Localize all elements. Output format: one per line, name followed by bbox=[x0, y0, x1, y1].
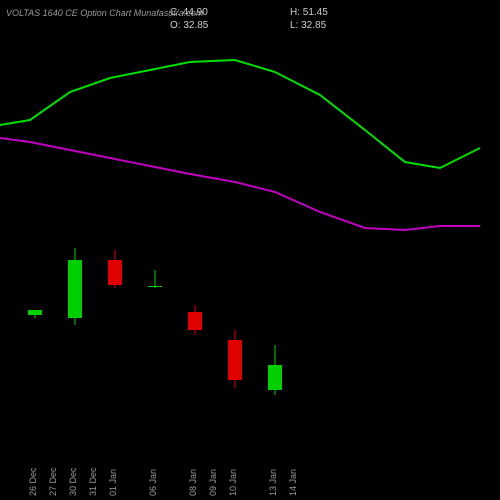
candle bbox=[268, 345, 282, 395]
x-axis-label: 09 Jan bbox=[208, 469, 218, 496]
ohlc-close-open: C: 44.90 O: 32.85 bbox=[170, 6, 208, 32]
x-axis-label: 13 Jan bbox=[268, 469, 278, 496]
candle bbox=[228, 330, 242, 388]
candle bbox=[108, 250, 122, 288]
ohlc-high-low: H: 51.45 L: 32.85 bbox=[290, 6, 328, 32]
candle bbox=[28, 310, 42, 318]
high-value: H: 51.45 bbox=[290, 6, 328, 19]
line-upper bbox=[0, 60, 480, 168]
close-value: C: 44.90 bbox=[170, 6, 208, 19]
candle bbox=[148, 270, 162, 288]
line-lower bbox=[0, 138, 480, 230]
x-axis-label: 31 Dec bbox=[88, 467, 98, 496]
candle bbox=[188, 305, 202, 335]
chart-svg bbox=[0, 30, 490, 460]
x-axis-label: 06 Jan bbox=[148, 469, 158, 496]
x-axis-label: 26 Dec bbox=[28, 467, 38, 496]
chart-area bbox=[0, 30, 490, 460]
candle bbox=[68, 248, 82, 325]
x-axis-label: 10 Jan bbox=[228, 469, 238, 496]
x-axis-label: 27 Dec bbox=[48, 467, 58, 496]
x-axis-labels: 26 Dec 27 Dec 30 Dec 31 Dec 01 Jan 06 Jan 08 J… bbox=[0, 460, 500, 500]
x-axis-label: 01 Jan bbox=[108, 469, 118, 496]
x-axis-label: 14 Jan bbox=[288, 469, 298, 496]
x-axis-label: 30 Dec bbox=[68, 467, 78, 496]
x-axis-label: 08 Jan bbox=[188, 469, 198, 496]
